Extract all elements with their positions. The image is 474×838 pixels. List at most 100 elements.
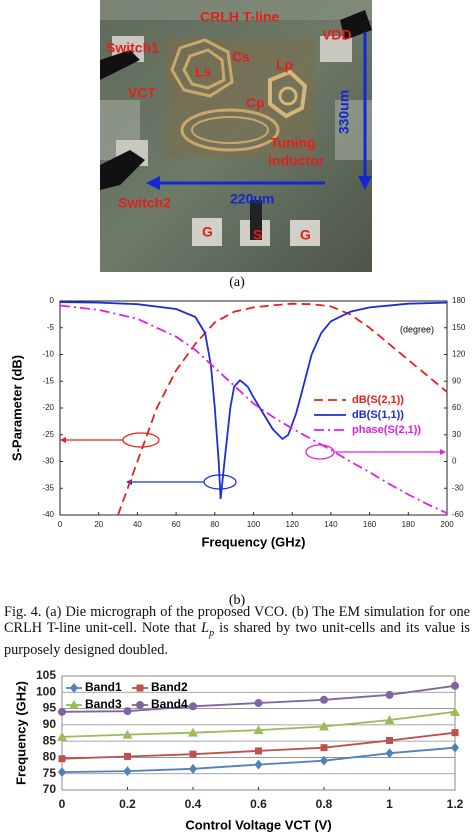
legend-label: dB(S(1,1)) bbox=[352, 409, 404, 421]
legend-label: phase(S(2,1)) bbox=[352, 424, 421, 436]
legend-label: Band4 bbox=[151, 697, 188, 711]
marker bbox=[320, 755, 328, 766]
x-tick-label: 60 bbox=[172, 520, 181, 529]
y-axis-label: Frequency (GHz) bbox=[13, 681, 28, 785]
y-tick-label: -25 bbox=[42, 430, 54, 439]
y-tick-label: -30 bbox=[42, 457, 54, 466]
marker bbox=[189, 750, 197, 758]
micro-label: VDD bbox=[322, 27, 352, 43]
x-tick-label: 40 bbox=[133, 520, 142, 529]
marker bbox=[385, 690, 394, 699]
marker bbox=[255, 747, 262, 755]
legend-marker bbox=[69, 700, 79, 709]
legend-label: Band3 bbox=[85, 697, 122, 711]
y2-tick-label: 30 bbox=[452, 430, 461, 439]
marker bbox=[451, 742, 459, 753]
marker bbox=[58, 767, 66, 778]
y2-tick-label: 120 bbox=[452, 350, 466, 359]
x-tick-label: 0.2 bbox=[119, 797, 136, 811]
x-tick-label: 0 bbox=[58, 520, 63, 529]
series-line bbox=[59, 304, 448, 515]
x-tick-label: 180 bbox=[402, 520, 416, 529]
micro-label: G bbox=[300, 227, 311, 243]
legend-label: Band1 bbox=[85, 680, 122, 694]
caption-text: is shared by two unit-cells and its valu… bbox=[4, 620, 470, 658]
series-line bbox=[117, 302, 448, 516]
x-axis-label: Frequency (GHz) bbox=[201, 534, 305, 549]
marker bbox=[122, 729, 133, 739]
y2-tick-label: -60 bbox=[452, 510, 464, 519]
y2-tick-label: 150 bbox=[452, 323, 466, 332]
marker bbox=[319, 721, 329, 731]
x-tick-label: 140 bbox=[324, 520, 338, 529]
micro-label: Cp bbox=[246, 95, 265, 111]
x-tick-label: 0 bbox=[59, 797, 66, 811]
marker bbox=[123, 766, 132, 777]
micro-label: Cs bbox=[232, 49, 250, 65]
micro-label: VCT bbox=[128, 85, 156, 101]
marker bbox=[58, 707, 66, 716]
legend-label: dB(S(2,1)) bbox=[352, 394, 404, 406]
x-tick-label: 100 bbox=[247, 520, 261, 529]
legend-marker bbox=[136, 701, 144, 709]
series-line bbox=[59, 301, 448, 499]
micro-label: 330um bbox=[336, 90, 352, 134]
marker bbox=[189, 702, 197, 711]
y-tick-label: 85 bbox=[43, 733, 57, 747]
micro-label: Switch2 bbox=[118, 195, 171, 211]
x-tick-label: 20 bbox=[94, 520, 103, 529]
y-tick-label: -5 bbox=[47, 323, 55, 332]
y2-tick-label: 60 bbox=[452, 403, 461, 412]
caption-symbol: L bbox=[201, 620, 210, 636]
y-axis-label: S-Parameter (dB) bbox=[9, 355, 24, 461]
micro-label: G bbox=[202, 224, 213, 240]
micro-label: Ls bbox=[195, 64, 212, 80]
x-tick-label: 0.8 bbox=[316, 797, 333, 811]
series-line bbox=[61, 731, 456, 760]
caption: Fig. 4. (a) Die micrograph of the propos… bbox=[4, 604, 470, 658]
y-tick-label: 80 bbox=[43, 750, 57, 764]
y2-tick-label: 90 bbox=[452, 376, 461, 385]
y-tick-label: -15 bbox=[42, 376, 54, 385]
subcaption: (a) bbox=[229, 275, 245, 290]
x-axis-label: Control Voltage VCT (V) bbox=[185, 817, 331, 832]
marker bbox=[124, 752, 131, 760]
x-tick-label: 1.2 bbox=[447, 797, 464, 811]
x-tick-label: 0.6 bbox=[250, 797, 267, 811]
marker bbox=[188, 727, 198, 737]
micro-label: Switch1 bbox=[106, 40, 159, 56]
micro-label: inductor bbox=[268, 153, 325, 169]
y-tick-label: -40 bbox=[42, 510, 54, 519]
y-tick-label: -10 bbox=[42, 350, 54, 359]
micro-label: S bbox=[253, 227, 262, 243]
y-tick-label: -35 bbox=[42, 483, 54, 492]
x-tick-label: 0.4 bbox=[185, 797, 202, 811]
marker bbox=[320, 695, 328, 704]
subcaption: (b) bbox=[229, 593, 246, 608]
annotation: (degree) bbox=[400, 324, 434, 334]
y-tick-label: 70 bbox=[43, 782, 57, 796]
marker bbox=[320, 744, 328, 752]
y-tick-label: 95 bbox=[43, 701, 57, 715]
marker bbox=[384, 714, 395, 724]
y-tick-label: 0 bbox=[50, 296, 55, 305]
annotation-arrows bbox=[60, 432, 446, 490]
y-tick-label: 90 bbox=[43, 717, 57, 731]
marker bbox=[451, 729, 459, 737]
marker bbox=[254, 699, 263, 708]
marker bbox=[385, 748, 394, 759]
marker bbox=[57, 731, 67, 741]
micro-label: Tuning bbox=[270, 135, 316, 151]
y-tick-label: -20 bbox=[42, 403, 54, 412]
marker bbox=[254, 759, 263, 770]
marker bbox=[58, 755, 66, 763]
y-tick-label: 105 bbox=[36, 668, 56, 682]
x-tick-label: 1 bbox=[386, 797, 393, 811]
y-tick-label: 100 bbox=[36, 684, 56, 698]
micro-label: CRLH T-line bbox=[200, 9, 280, 25]
x-tick-label: 160 bbox=[363, 520, 377, 529]
caption-text: Fig. 4. (a) Die micrograph of the propos… bbox=[4, 604, 470, 636]
marker bbox=[189, 763, 197, 774]
